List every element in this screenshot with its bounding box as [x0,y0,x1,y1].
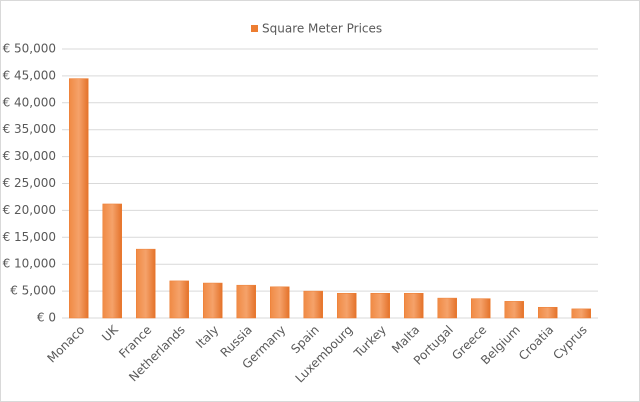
y-tick-label: € 5,000 [10,284,56,298]
y-tick-label: € 45,000 [3,68,56,82]
bar [69,78,89,319]
bar [337,293,357,319]
bar [471,298,491,319]
bar [236,284,256,319]
bar [571,308,591,319]
y-tick-label: € 35,000 [3,122,56,136]
y-tick-label: € 0 [37,311,56,325]
y-tick-label: € 50,000 [3,42,56,56]
bar [303,290,323,319]
y-tick-label: € 25,000 [3,176,56,190]
bar [404,293,424,319]
y-tick-label: € 40,000 [3,95,56,109]
bar [102,203,122,319]
y-tick-label: € 15,000 [3,230,56,244]
bar [437,297,457,319]
legend-swatch [251,25,258,32]
y-tick-label: € 20,000 [3,203,56,217]
bar [270,286,290,319]
bar [370,293,390,319]
bar [203,282,223,319]
bar [169,280,189,319]
bar [136,248,156,319]
y-tick-label: € 30,000 [3,149,56,163]
bar [504,301,524,319]
y-tick-label: € 10,000 [3,257,56,271]
legend-label: Square Meter Prices [262,22,382,36]
bar [538,306,558,319]
